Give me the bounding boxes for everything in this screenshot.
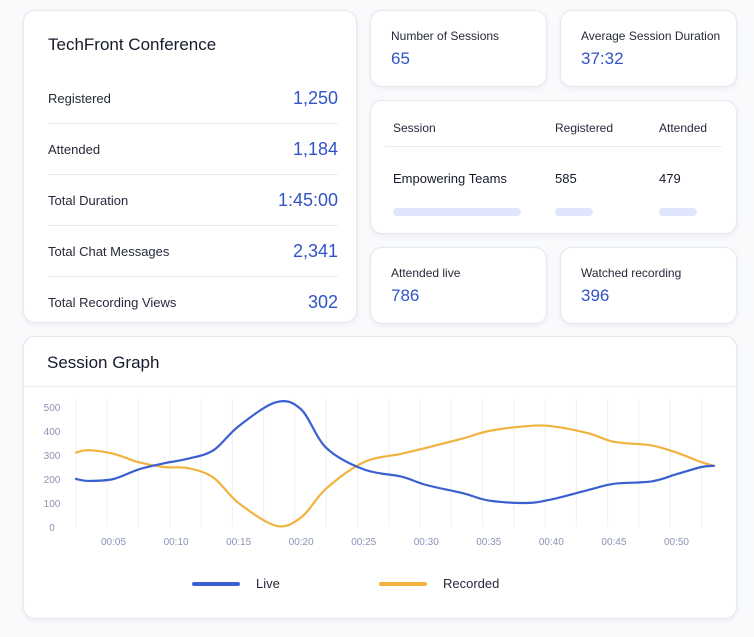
x-tick-label: 00:15	[226, 537, 251, 548]
attended-cell: 479	[659, 171, 681, 186]
stat-row-label: Total Duration	[48, 192, 129, 208]
x-tick-label: 00:05	[101, 537, 126, 548]
stat-row-label: Total Recording Views	[48, 295, 177, 310]
session-name-cell: Empowering Teams	[393, 171, 507, 186]
legend-item-recorded[interactable]: Recorded	[379, 576, 499, 591]
stat-row-value: 2,341	[292, 240, 338, 261]
stat-row-value: 1,250	[292, 87, 338, 108]
attended-live-card: Attended live 786	[370, 247, 547, 324]
x-tick-label: 00:30	[414, 537, 439, 548]
session-table-card: Session Registered Attended Empowering T…	[370, 100, 737, 234]
column-header-registered[interactable]: Registered	[555, 121, 614, 135]
stat-row-total-duration: Total Duration 1:45:00	[48, 175, 338, 226]
legend-swatch-recorded	[379, 581, 427, 586]
conference-title: TechFront Conference	[48, 35, 217, 54]
watched-recording-card: Watched recording 396	[560, 247, 737, 324]
x-tick-label: 00:10	[164, 537, 189, 548]
stat-row-value: 1,184	[292, 138, 338, 159]
x-tick-label: 00:45	[601, 537, 626, 548]
x-tick-label: 00:35	[476, 537, 501, 548]
conference-summary-card: TechFront Conference Registered 1,250 At…	[23, 10, 357, 323]
stat-card-value: 396	[581, 286, 610, 305]
session-line-chart: 0 100 200 300 400 500 00:05 00:10 00:15 00:20 00:2…	[44, 399, 716, 548]
stat-card-label: Watched recording	[581, 266, 682, 280]
stat-row-chat-messages: Total Chat Messages 2,341	[48, 226, 338, 277]
y-tick-label: 300	[44, 451, 61, 462]
stat-row-value: 1:45:00	[277, 189, 338, 210]
placeholder-bar	[659, 208, 697, 216]
series-line-recorded	[74, 424, 716, 528]
x-tick-label: 00:20	[289, 537, 314, 548]
stat-card-label: Number of Sessions	[391, 29, 500, 43]
conference-stats-list: Registered 1,250 Attended 1,184 Total Du…	[48, 73, 338, 328]
average-session-duration-card: Average Session Duration 37:32	[560, 10, 737, 87]
stat-card-value: 65	[391, 49, 410, 68]
placeholder-bar	[555, 208, 593, 216]
column-header-session[interactable]: Session	[393, 121, 436, 135]
stat-card-value: 786	[391, 286, 420, 305]
graph-title: Session Graph	[47, 353, 160, 372]
stat-row-value: 302	[307, 292, 338, 312]
y-tick-label: 500	[44, 403, 61, 414]
column-header-attended[interactable]: Attended	[659, 121, 708, 135]
stat-card-label: Average Session Duration	[581, 29, 721, 43]
graph-header-divider	[24, 386, 736, 387]
number-of-sessions-card: Number of Sessions 65	[370, 10, 547, 87]
stat-row-label: Attended	[48, 141, 101, 157]
table-header-divider	[385, 146, 722, 147]
session-graph-card: Session Graph 0 100 200 300 400 500 00:05 00:10…	[23, 336, 737, 619]
y-tick-label: 400	[44, 427, 61, 438]
x-tick-label: 00:40	[539, 537, 564, 548]
legend-swatch-live	[192, 581, 240, 586]
stat-row-recording-views: Total Recording Views 302	[48, 277, 338, 328]
stat-card-label: Attended live	[391, 266, 461, 280]
x-tick-label: 00:25	[351, 537, 376, 548]
placeholder-bar	[393, 208, 521, 216]
legend-label-recorded: Recorded	[443, 576, 500, 591]
legend-item-live[interactable]: Live	[192, 576, 280, 591]
stat-row-label: Total Chat Messages	[48, 243, 170, 259]
y-tick-label: 100	[44, 499, 61, 510]
legend-label-live: Live	[256, 576, 280, 591]
stat-row-label: Registered	[48, 90, 111, 106]
stat-row-registered: Registered 1,250	[48, 73, 338, 124]
x-tick-label: 00:50	[664, 537, 689, 548]
stat-row-attended: Attended 1,184	[48, 124, 338, 175]
y-tick-label: 200	[44, 475, 61, 486]
y-tick-label: 0	[49, 523, 55, 534]
registered-cell: 585	[555, 171, 577, 186]
stat-card-value: 37:32	[581, 49, 624, 68]
series-line-live	[74, 399, 716, 505]
